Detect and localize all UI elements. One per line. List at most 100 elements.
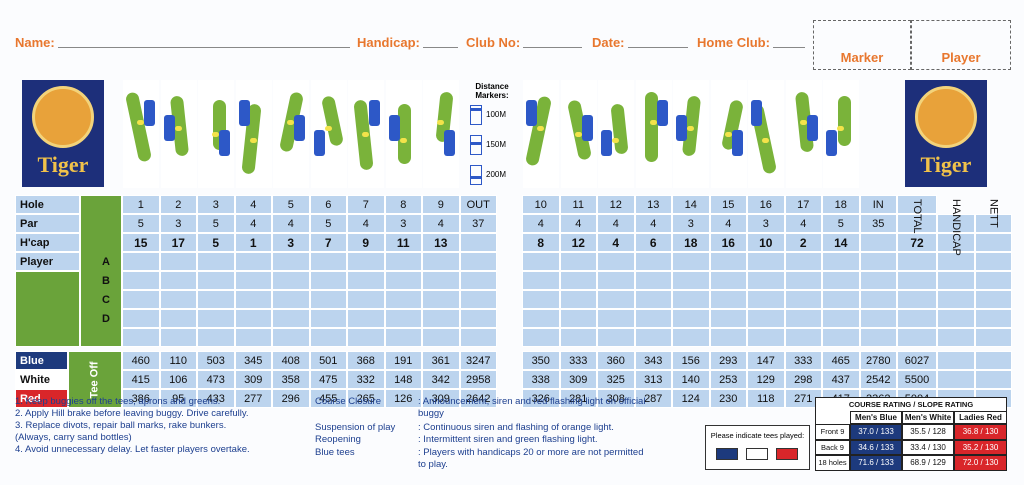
table-cell bbox=[672, 328, 710, 347]
table-cell bbox=[672, 252, 710, 271]
table-cell bbox=[897, 271, 937, 290]
table-cell bbox=[937, 309, 975, 328]
table-cell bbox=[937, 351, 975, 370]
bunker bbox=[137, 120, 144, 125]
distance-total: 6027 bbox=[897, 351, 937, 370]
table-cell bbox=[747, 271, 785, 290]
distance: 475 bbox=[309, 370, 347, 389]
table-cell bbox=[422, 328, 460, 347]
table-cell bbox=[937, 252, 975, 271]
distance: 350 bbox=[522, 351, 560, 370]
dm-label: 150M bbox=[486, 140, 507, 149]
distance: 345 bbox=[234, 351, 272, 370]
par: 5 bbox=[309, 214, 347, 233]
fairway bbox=[644, 92, 658, 162]
hazard bbox=[826, 130, 837, 156]
player-slot: B bbox=[102, 274, 110, 287]
table-cell bbox=[822, 290, 860, 309]
green-block bbox=[80, 195, 122, 347]
table-cell bbox=[975, 252, 1012, 271]
logo-text: Tiger bbox=[37, 152, 89, 177]
field-line bbox=[628, 47, 688, 48]
hcap: 8 bbox=[522, 233, 560, 252]
hazard bbox=[444, 130, 455, 156]
hole-number: 2 bbox=[159, 195, 197, 214]
field-label: Name: bbox=[15, 35, 55, 50]
hcap: 10 bbox=[747, 233, 785, 252]
table-cell bbox=[859, 290, 897, 309]
hazard bbox=[238, 100, 250, 126]
hcap: 7 bbox=[309, 233, 347, 252]
table-cell bbox=[937, 370, 975, 389]
hole-number: 8 bbox=[384, 195, 422, 214]
table-cell bbox=[384, 309, 422, 328]
hole-number: 4 bbox=[234, 195, 272, 214]
rating-value: 37.0 / 133 bbox=[850, 424, 902, 440]
table-cell bbox=[747, 328, 785, 347]
hazard bbox=[601, 130, 612, 156]
table-cell bbox=[597, 309, 635, 328]
bunker bbox=[174, 126, 182, 131]
hazard bbox=[806, 115, 818, 141]
rating-row-label: Back 9 bbox=[815, 439, 850, 455]
table-cell bbox=[384, 252, 422, 271]
table-cell bbox=[937, 328, 975, 347]
bunker bbox=[724, 132, 732, 137]
bunker bbox=[837, 126, 844, 131]
distance-out: 2642 bbox=[459, 389, 497, 408]
distance: 360 bbox=[597, 351, 635, 370]
rating-value: 72.0 / 130 bbox=[954, 455, 1007, 471]
table-cell bbox=[122, 328, 160, 347]
out-header: OUT bbox=[459, 195, 497, 214]
hcap: 12 bbox=[559, 233, 597, 252]
distance: 191 bbox=[384, 351, 422, 370]
bunker bbox=[537, 126, 544, 131]
table-cell bbox=[522, 328, 560, 347]
bunker bbox=[362, 132, 369, 137]
field-line bbox=[423, 47, 458, 48]
table-cell bbox=[159, 309, 197, 328]
bunker bbox=[249, 138, 257, 143]
hazard bbox=[388, 115, 400, 141]
hcap: 6 bbox=[634, 233, 672, 252]
dm-stripe bbox=[471, 108, 481, 111]
table-cell bbox=[159, 252, 197, 271]
hcap: 9 bbox=[347, 233, 385, 252]
row-label: Hole bbox=[15, 195, 80, 214]
rating-value: 35.2 / 130 bbox=[954, 439, 1007, 455]
table-cell bbox=[747, 309, 785, 328]
table-cell bbox=[897, 195, 937, 214]
dm-label: 200M bbox=[486, 170, 507, 179]
par-out: 37 bbox=[459, 214, 497, 233]
vertical-header: NETT bbox=[975, 195, 1012, 272]
distance: 437 bbox=[822, 370, 860, 389]
distance: 309 bbox=[559, 370, 597, 389]
player-slot: C bbox=[102, 293, 110, 306]
tee-checkbox bbox=[776, 448, 798, 460]
table-cell bbox=[309, 309, 347, 328]
rule: 3. Replace divots, repair ball marks, ra… bbox=[15, 420, 227, 431]
table-cell bbox=[784, 328, 822, 347]
table-cell bbox=[897, 328, 937, 347]
par: 3 bbox=[384, 214, 422, 233]
in-header: IN bbox=[859, 195, 897, 214]
table-cell bbox=[234, 252, 272, 271]
table-cell bbox=[897, 309, 937, 328]
dm-stripe bbox=[471, 176, 481, 179]
table-cell bbox=[975, 370, 1012, 389]
rating-row-label: 18 holes bbox=[815, 455, 850, 471]
hazard bbox=[163, 115, 175, 141]
dm-title: Distance Markers: bbox=[475, 82, 509, 100]
table-cell bbox=[975, 271, 1012, 290]
par: 4 bbox=[347, 214, 385, 233]
hole-number: 14 bbox=[672, 195, 710, 214]
table-cell bbox=[347, 309, 385, 328]
hole-number: 13 bbox=[634, 195, 672, 214]
distance: 287 bbox=[634, 389, 672, 408]
table-cell bbox=[459, 271, 497, 290]
dm-marker bbox=[470, 105, 482, 125]
table-cell bbox=[634, 290, 672, 309]
par: 5 bbox=[122, 214, 160, 233]
distance: 342 bbox=[422, 370, 460, 389]
row-label: Player bbox=[15, 252, 80, 271]
